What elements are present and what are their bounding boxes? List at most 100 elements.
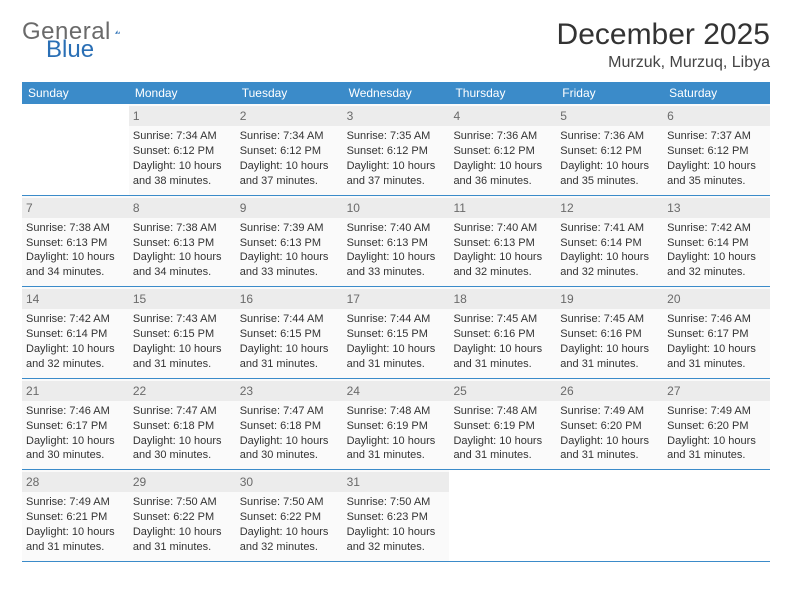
sunrise-text: Sunrise: 7:50 AM <box>347 495 446 510</box>
day-cell: 4Sunrise: 7:36 AMSunset: 6:12 PMDaylight… <box>449 104 556 195</box>
day-number: 23 <box>236 381 343 401</box>
sunset-text: Sunset: 6:19 PM <box>453 419 552 434</box>
sunset-text: Sunset: 6:14 PM <box>26 327 125 342</box>
day-number: 6 <box>663 106 770 126</box>
daylight-text: Daylight: 10 hours <box>133 159 232 174</box>
sunrise-text: Sunrise: 7:49 AM <box>560 404 659 419</box>
sunrise-text: Sunrise: 7:50 AM <box>133 495 232 510</box>
daylight-text: Daylight: 10 hours <box>560 342 659 357</box>
week-row: 7Sunrise: 7:38 AMSunset: 6:13 PMDaylight… <box>22 196 770 288</box>
day-cell: 13Sunrise: 7:42 AMSunset: 6:14 PMDayligh… <box>663 196 770 287</box>
sunrise-text: Sunrise: 7:42 AM <box>26 312 125 327</box>
day-number: 15 <box>129 289 236 309</box>
sunrise-text: Sunrise: 7:41 AM <box>560 221 659 236</box>
sunset-text: Sunset: 6:14 PM <box>667 236 766 251</box>
daylight-text: and 35 minutes. <box>667 174 766 189</box>
daylight-text: Daylight: 10 hours <box>133 434 232 449</box>
week-row: 21Sunrise: 7:46 AMSunset: 6:17 PMDayligh… <box>22 379 770 471</box>
day-number: 27 <box>663 381 770 401</box>
daylight-text: and 31 minutes. <box>453 357 552 372</box>
location-text: Murzuk, Murzuq, Libya <box>557 54 770 72</box>
day-cell: 1Sunrise: 7:34 AMSunset: 6:12 PMDaylight… <box>129 104 236 195</box>
daylight-text: and 30 minutes. <box>26 448 125 463</box>
weekday-cell: Monday <box>129 82 236 104</box>
empty-cell <box>22 104 129 195</box>
daylight-text: Daylight: 10 hours <box>347 342 446 357</box>
sunset-text: Sunset: 6:13 PM <box>240 236 339 251</box>
daylight-text: and 31 minutes. <box>133 540 232 555</box>
sunrise-text: Sunrise: 7:42 AM <box>667 221 766 236</box>
sunrise-text: Sunrise: 7:39 AM <box>240 221 339 236</box>
day-number: 14 <box>22 289 129 309</box>
daylight-text: Daylight: 10 hours <box>347 159 446 174</box>
daylight-text: Daylight: 10 hours <box>453 250 552 265</box>
day-number: 20 <box>663 289 770 309</box>
sunrise-text: Sunrise: 7:40 AM <box>347 221 446 236</box>
day-cell: 6Sunrise: 7:37 AMSunset: 6:12 PMDaylight… <box>663 104 770 195</box>
sunrise-text: Sunrise: 7:47 AM <box>240 404 339 419</box>
sunrise-text: Sunrise: 7:48 AM <box>453 404 552 419</box>
day-number: 1 <box>129 106 236 126</box>
sunrise-text: Sunrise: 7:49 AM <box>26 495 125 510</box>
day-cell: 11Sunrise: 7:40 AMSunset: 6:13 PMDayligh… <box>449 196 556 287</box>
calendar-document: General December 2025 Murzuk, Murzuq, Li… <box>0 0 792 572</box>
daylight-text: Daylight: 10 hours <box>240 159 339 174</box>
sunset-text: Sunset: 6:17 PM <box>26 419 125 434</box>
calendar-grid: SundayMondayTuesdayWednesdayThursdayFrid… <box>22 82 770 562</box>
day-cell: 29Sunrise: 7:50 AMSunset: 6:22 PMDayligh… <box>129 470 236 561</box>
sunset-text: Sunset: 6:13 PM <box>347 236 446 251</box>
sunset-text: Sunset: 6:21 PM <box>26 510 125 525</box>
logo-sail-icon <box>115 22 120 42</box>
day-number: 16 <box>236 289 343 309</box>
daylight-text: and 38 minutes. <box>133 174 232 189</box>
logo-text-blue: Blue <box>46 36 94 63</box>
sunrise-text: Sunrise: 7:50 AM <box>240 495 339 510</box>
header: General December 2025 Murzuk, Murzuq, Li… <box>22 18 770 72</box>
sunset-text: Sunset: 6:12 PM <box>347 144 446 159</box>
daylight-text: and 32 minutes. <box>667 265 766 280</box>
daylight-text: and 31 minutes. <box>560 448 659 463</box>
sunrise-text: Sunrise: 7:36 AM <box>453 129 552 144</box>
sunset-text: Sunset: 6:20 PM <box>667 419 766 434</box>
sunset-text: Sunset: 6:19 PM <box>347 419 446 434</box>
week-row: 14 Sunrise: 7:42 AMSunset: 6:14 PM Dayligh… <box>22 287 770 379</box>
weekday-cell: Wednesday <box>343 82 450 104</box>
sunrise-text: Sunrise: 7:34 AM <box>240 129 339 144</box>
sunset-text: Sunset: 6:13 PM <box>133 236 232 251</box>
sunset-text: Sunset: 6:20 PM <box>560 419 659 434</box>
day-number: 5 <box>556 106 663 126</box>
sunrise-text: Sunrise: 7:35 AM <box>347 129 446 144</box>
sunset-text: Sunset: 6:22 PM <box>133 510 232 525</box>
sunset-text: Sunset: 6:22 PM <box>240 510 339 525</box>
sunset-text: Sunset: 6:15 PM <box>347 327 446 342</box>
daylight-text: and 36 minutes. <box>453 174 552 189</box>
day-number: 13 <box>663 198 770 218</box>
daylight-text: Daylight: 10 hours <box>560 250 659 265</box>
daylight-text: Daylight: 10 hours <box>453 159 552 174</box>
daylight-text: and 31 minutes. <box>667 357 766 372</box>
sunset-text: Sunset: 6:12 PM <box>453 144 552 159</box>
daylight-text: and 30 minutes. <box>240 448 339 463</box>
day-cell: 14Sunrise: 7:42 AMSunset: 6:14 PMDayligh… <box>22 287 129 378</box>
day-cell: 12Sunrise: 7:41 AMSunset: 6:14 PMDayligh… <box>556 196 663 287</box>
daylight-text: Daylight: 10 hours <box>240 250 339 265</box>
day-number: 3 <box>343 106 450 126</box>
daylight-text: Daylight: 10 hours <box>133 342 232 357</box>
sunset-text: Sunset: 6:23 PM <box>347 510 446 525</box>
day-number: 30 <box>236 472 343 492</box>
day-cell: 28Sunrise: 7:49 AMSunset: 6:21 PMDayligh… <box>22 470 129 561</box>
empty-cell <box>556 470 663 561</box>
sunset-text: Sunset: 6:16 PM <box>560 327 659 342</box>
daylight-text: Daylight: 10 hours <box>667 159 766 174</box>
daylight-text: Daylight: 10 hours <box>240 342 339 357</box>
sunrise-text: Sunrise: 7:38 AM <box>133 221 232 236</box>
day-cell: 8Sunrise: 7:38 AMSunset: 6:13 PMDaylight… <box>129 196 236 287</box>
daylight-text: and 31 minutes. <box>667 448 766 463</box>
sunset-text: Sunset: 6:17 PM <box>667 327 766 342</box>
daylight-text: and 31 minutes. <box>453 448 552 463</box>
sunrise-text: Sunrise: 7:34 AM <box>133 129 232 144</box>
day-cell: 15Sunrise: 7:43 AMSunset: 6:15 PMDayligh… <box>129 287 236 378</box>
day-number: 21 <box>22 381 129 401</box>
sunrise-text: Sunrise: 7:45 AM <box>560 312 659 327</box>
daylight-text: and 35 minutes. <box>560 174 659 189</box>
